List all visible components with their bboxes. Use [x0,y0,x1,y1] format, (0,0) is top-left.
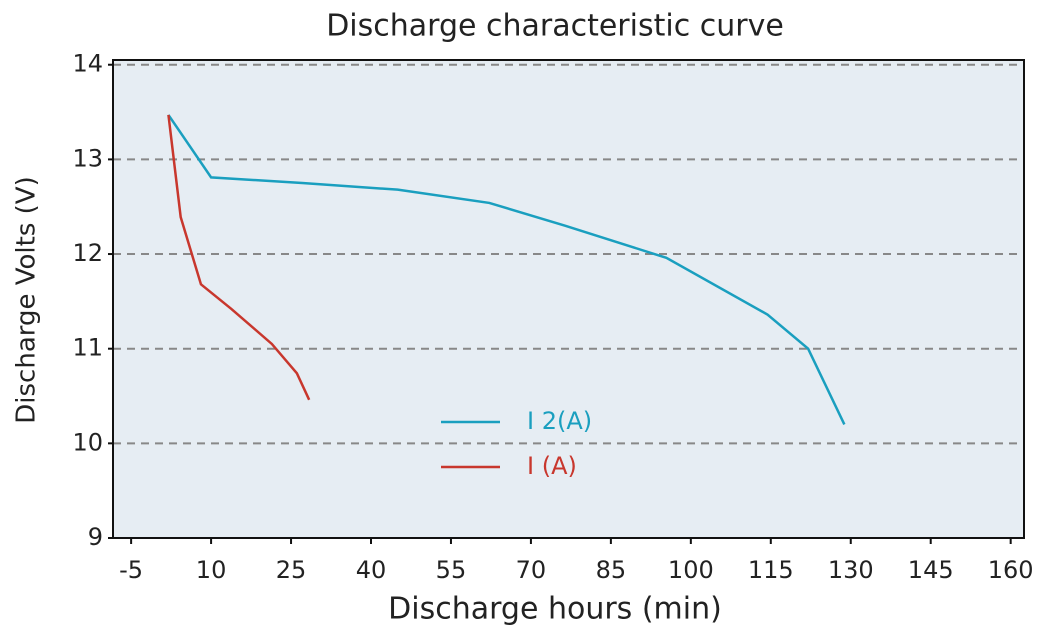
legend-label: I (A) [527,452,577,480]
series-line [167,114,311,401]
x-tick-label: 70 [516,556,547,584]
x-tick-label: 25 [276,556,307,584]
x-tick-label: 100 [668,556,714,584]
x-tick-label: -5 [119,556,143,584]
x-tick-label: 145 [908,556,954,584]
x-tick-label: 55 [436,556,467,584]
x-tick-label: 10 [196,556,227,584]
y-tick-label: 9 [88,523,103,551]
y-tick-label: 13 [72,144,103,172]
chart-title: Discharge characteristic curve [326,9,784,44]
x-axis-label: Discharge hours (min) [388,592,722,627]
y-tick-label: 12 [72,239,103,267]
plot-area [113,60,1024,538]
x-tick-label: 115 [748,556,794,584]
legend-label: I 2(A) [527,407,592,435]
y-tick-label: 14 [72,50,103,78]
x-tick-label: 85 [596,556,627,584]
y-tick-label: 10 [72,428,103,456]
plot-frame [112,59,1025,539]
x-tick-label: 40 [356,556,387,584]
y-tick-label: 11 [72,334,103,362]
lines [167,114,846,425]
x-tick-label: 130 [828,556,874,584]
y-axis-label: Discharge Volts (V) [12,176,42,423]
grid [113,63,1024,445]
series-line [167,114,846,425]
x-tick-label: 160 [988,556,1034,584]
